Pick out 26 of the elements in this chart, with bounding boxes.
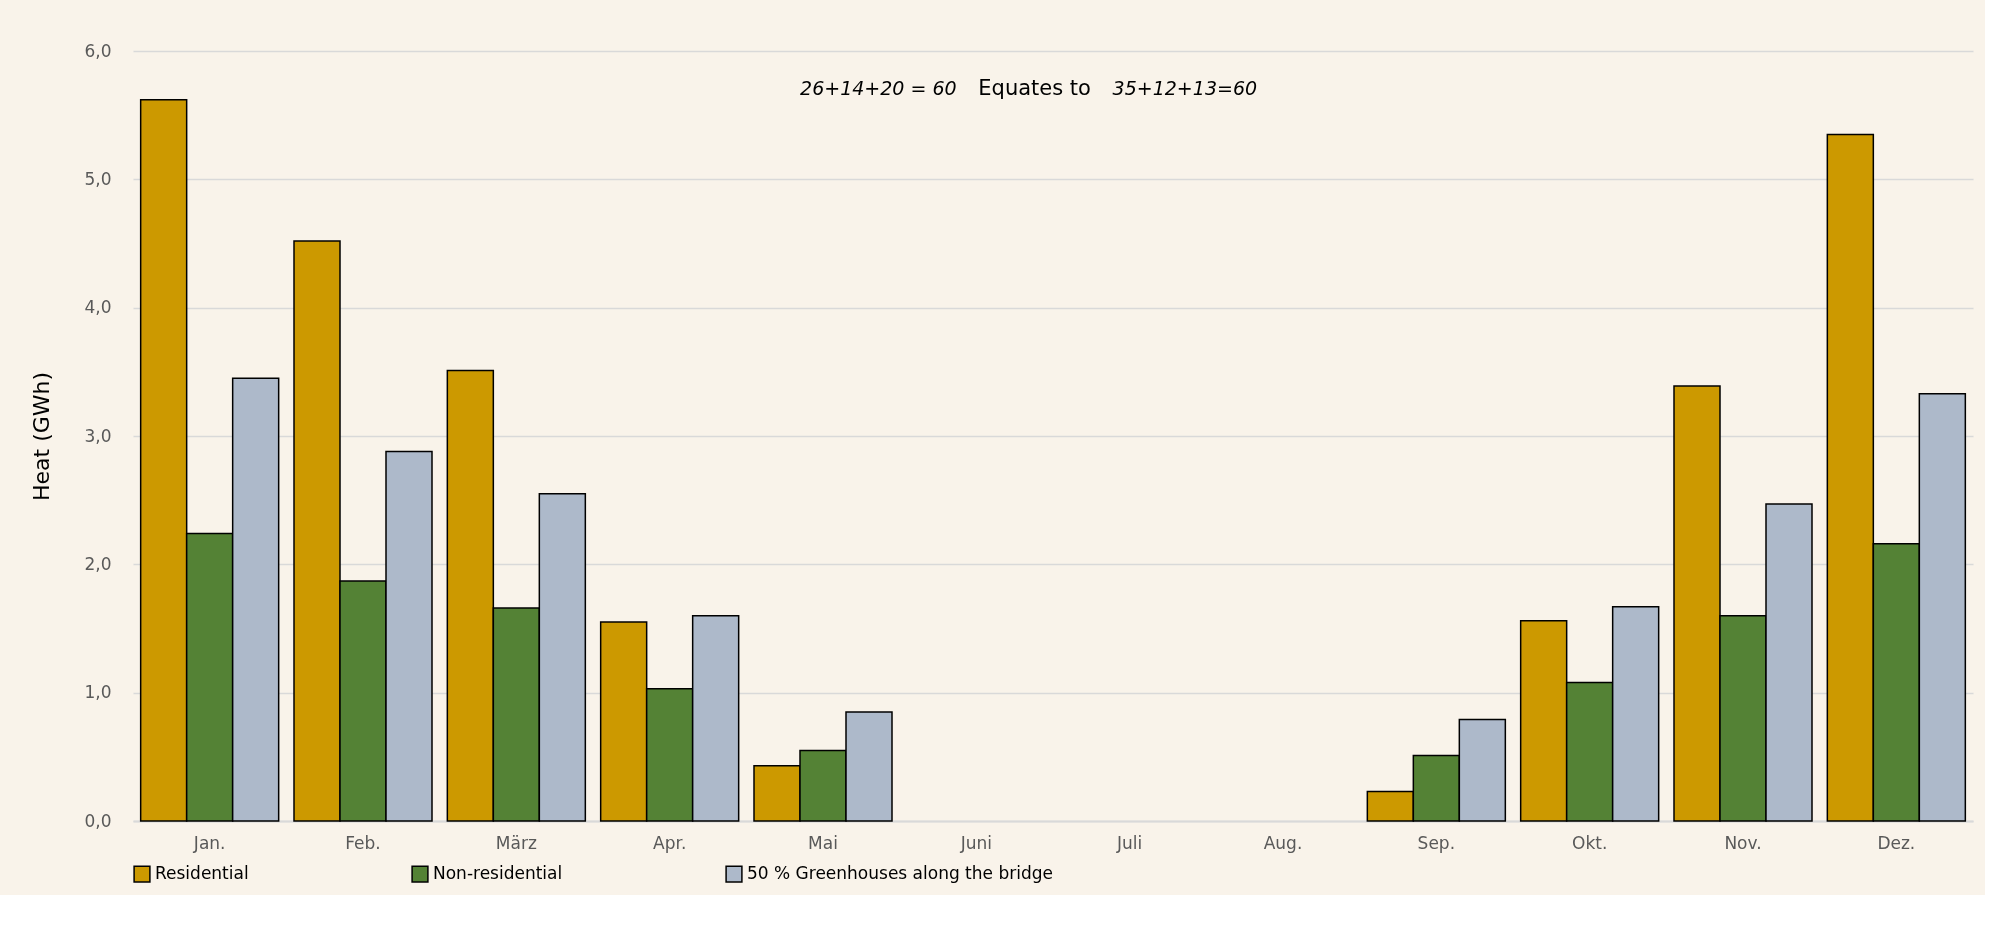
y-tick-label: 2,0 xyxy=(84,553,112,574)
x-tick-label: Sep. xyxy=(1417,832,1456,853)
y-tick-label: 1,0 xyxy=(84,682,112,703)
annotation: 35+12+13=60 xyxy=(1112,77,1258,99)
x-tick-label: Nov. xyxy=(1724,832,1762,853)
x-tick-label: Dez. xyxy=(1877,832,1916,853)
legend-label: 50 % Greenhouses along the bridge xyxy=(747,863,1053,884)
x-tick-label: Juni xyxy=(959,832,992,853)
annotation: 26+14+20 = 60 xyxy=(800,77,957,99)
legend-label: Non-residential xyxy=(433,863,563,884)
x-tick-label: Okt. xyxy=(1572,832,1608,853)
y-tick-label: 3,0 xyxy=(84,425,112,446)
y-tick-label: 4,0 xyxy=(84,297,112,318)
x-tick-label: März xyxy=(495,832,537,853)
y-tick-label: 0,0 xyxy=(84,810,112,831)
x-tick-label: Juli xyxy=(1116,832,1143,853)
x-tick-label: Aug. xyxy=(1263,832,1303,853)
x-tick-label: Mai xyxy=(808,832,838,853)
x-tick-label: Jan. xyxy=(192,832,226,853)
legend-label: Residential xyxy=(155,863,249,884)
x-tick-label: Apr. xyxy=(653,832,687,853)
y-axis-title: Heat (GWh) xyxy=(29,371,55,502)
y-tick-label: 6,0 xyxy=(84,40,112,61)
x-tick-label: Feb. xyxy=(345,832,381,853)
y-tick-label: 5,0 xyxy=(84,168,112,189)
annotation: Equates to xyxy=(978,76,1091,100)
